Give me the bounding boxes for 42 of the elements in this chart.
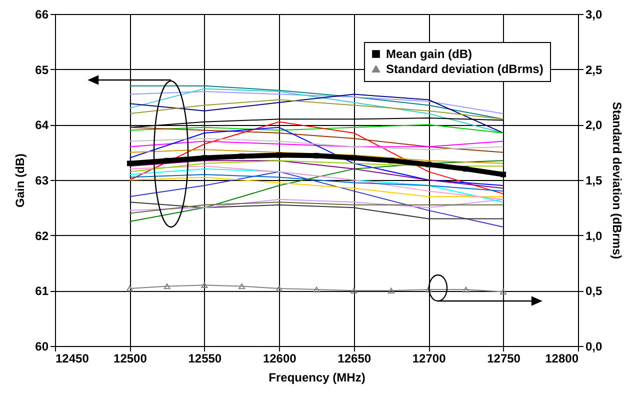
line-series [129, 126, 504, 186]
y-tick-label: 61 [35, 284, 49, 298]
y-tick-label: 64 [35, 118, 49, 132]
y2-tick-label: 1,0 [586, 228, 603, 243]
x-tick-label: 12450 [56, 352, 90, 366]
x-tick-label: 12550 [188, 352, 222, 366]
y2-tick-label: 0,0 [586, 340, 603, 354]
line-series [129, 124, 504, 134]
x-tick-label: 12650 [338, 352, 372, 366]
x-tick-label: 12700 [412, 352, 446, 366]
x-tick-label: 12800 [545, 352, 579, 366]
line-series [129, 126, 504, 153]
line-series [129, 85, 504, 120]
y2-tick-label: 2,0 [586, 118, 603, 132]
line-series [129, 99, 504, 120]
line-series [129, 202, 504, 220]
y-axis-title: Gain (dB) [13, 154, 28, 208]
y-tick-label: 62 [35, 228, 49, 243]
y2-tick-label: 2,5 [586, 62, 603, 77]
x-axis-title: Frequency (MHz) [268, 370, 366, 384]
line-series [129, 121, 504, 194]
x-tick-label: 12500 [114, 352, 148, 366]
line-series [129, 138, 504, 150]
line-series [129, 176, 504, 198]
y-tick-label: 66 [35, 8, 49, 22]
legend-label: Mean gain (dB) [386, 47, 472, 61]
line-series [129, 171, 504, 228]
y-tick-label: 63 [35, 174, 49, 188]
x-tick-label: 12750 [487, 352, 521, 366]
y2-tick-label: 3,0 [586, 8, 603, 22]
line-series [129, 160, 504, 172]
line-series [129, 160, 504, 222]
y2-axis-title: Standard deviation (dBrms) [610, 102, 624, 260]
legend-label: Standard deviation (dBrms) [386, 62, 544, 76]
x-tick-label: 12600 [262, 352, 297, 366]
y2-tick-label: 1,5 [586, 174, 603, 188]
y-tick-label: 60 [35, 340, 49, 354]
line-series [129, 174, 504, 192]
line-series [129, 198, 504, 211]
y2-tick-label: 0,5 [586, 284, 603, 298]
y-tick-label: 65 [35, 62, 49, 77]
line-series [129, 90, 504, 114]
